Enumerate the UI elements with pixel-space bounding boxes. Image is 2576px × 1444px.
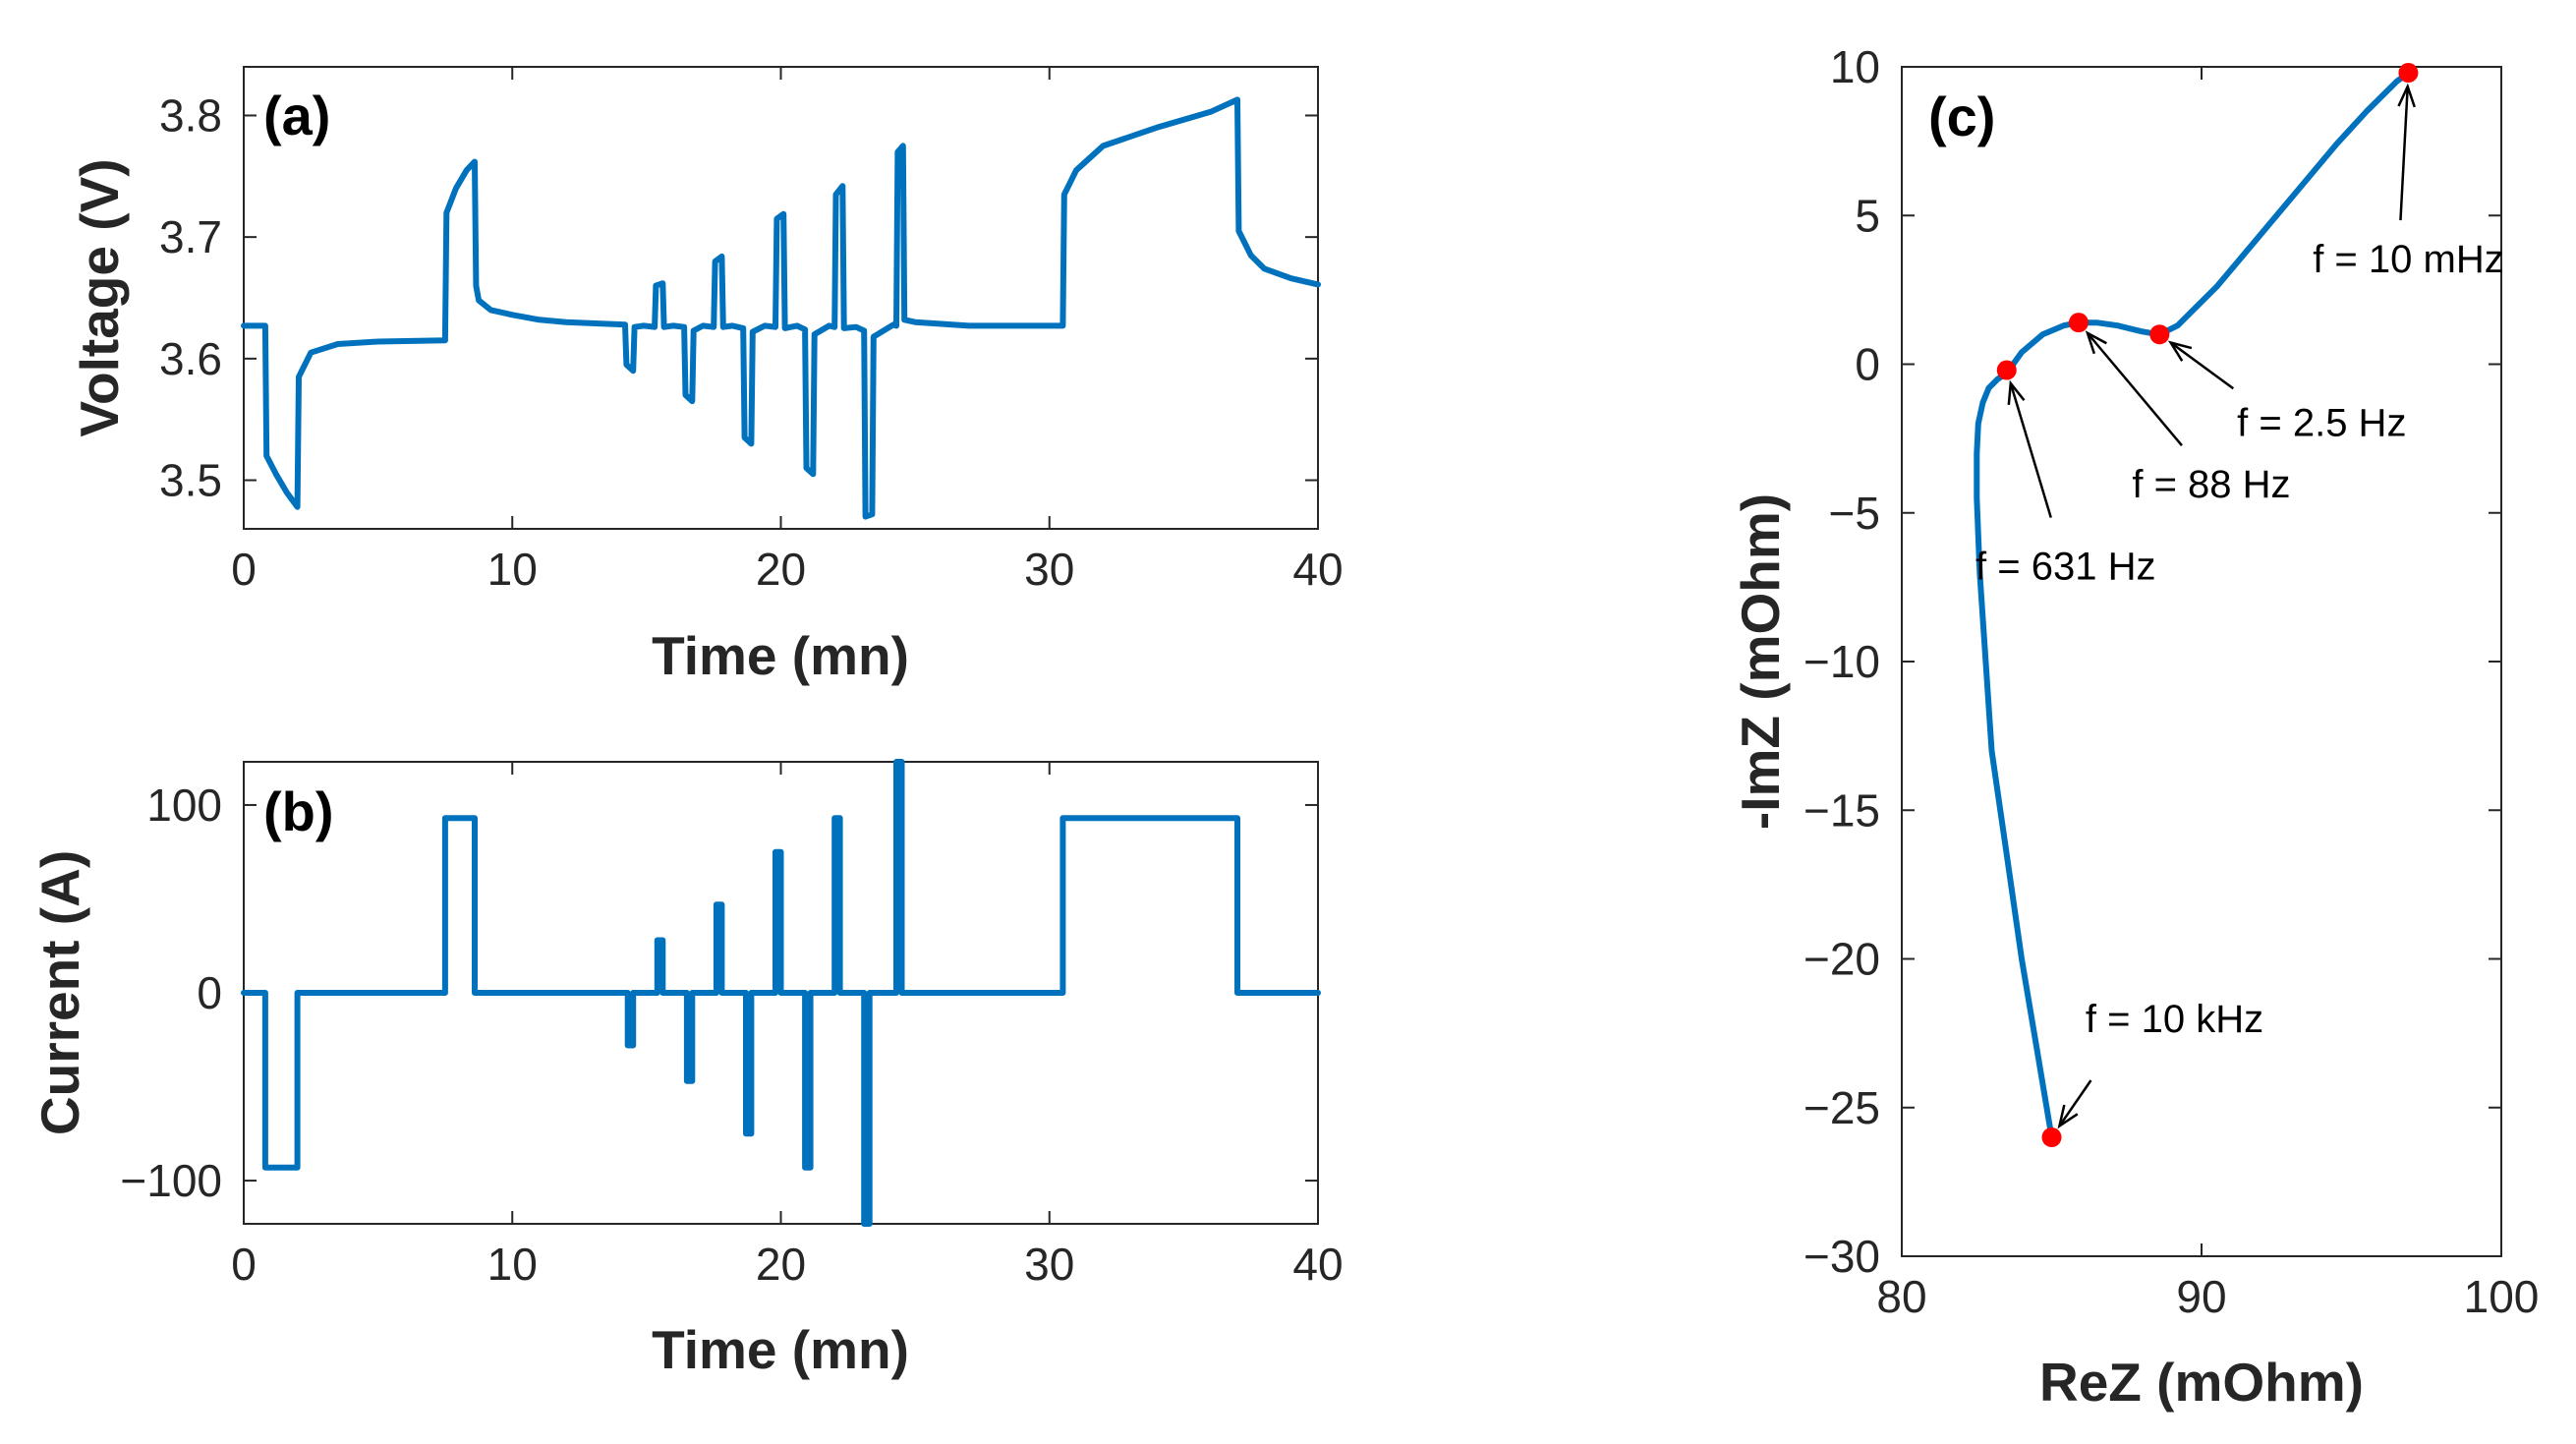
y-tick-label: 0 (197, 967, 222, 1018)
y-tick-label: 0 (1855, 339, 1880, 390)
annotation-arrow (2169, 341, 2235, 390)
y-tick-label: −30 (1803, 1231, 1880, 1282)
annotation-arrowhead (2085, 330, 2107, 355)
panel-a-ylabel: Voltage (V) (69, 158, 130, 436)
x-tick-label: 10 (487, 544, 538, 595)
x-tick-label: 0 (231, 1239, 257, 1290)
annotation-arrowhead (2397, 83, 2416, 108)
x-tick-label: 100 (2464, 1271, 2540, 1322)
panel-b-ylabel: Current (A) (29, 850, 90, 1135)
annotation-arrowhead (2057, 1104, 2079, 1129)
y-tick-label: 3.5 (159, 455, 222, 506)
x-tick-label: 80 (1876, 1271, 1926, 1322)
panel-b-xlabel: Time (mn) (652, 1319, 909, 1380)
panel-c-chart: 80 90 100 −30 −25 −20 −15 −10 −5 0 5 10 f = 10 kHz f… (1730, 41, 2539, 1413)
annotation-arrowhead (2007, 379, 2026, 405)
x-tick-label: 40 (1292, 544, 1343, 595)
y-tick-label: −5 (1829, 488, 1880, 539)
x-tick-label: 20 (756, 1239, 806, 1290)
y-tick-label: 100 (146, 780, 222, 831)
x-tick-label: 0 (231, 544, 257, 595)
frequency-annotation: f = 631 Hz (1975, 546, 2155, 589)
frequency-annotation: f = 88 Hz (2132, 463, 2290, 506)
panel-c-label: (c) (1928, 86, 1995, 147)
y-tick-label: 3.8 (159, 89, 222, 141)
x-tick-label: 40 (1292, 1239, 1343, 1290)
y-tick-label: 5 (1855, 190, 1880, 241)
impedance-series-line (1974, 70, 2412, 1140)
annotation-arrow (2399, 86, 2409, 221)
x-tick-label: 90 (2176, 1271, 2226, 1322)
panel-c-ylabel: -ImZ (mOhm) (1730, 493, 1791, 830)
voltage-series-line (241, 96, 1321, 520)
annotation-arrow (2009, 382, 2052, 518)
frequency-marker (2149, 324, 2170, 345)
frequency-annotation: f = 10 mHz (2313, 238, 2504, 281)
frequency-marker (2398, 63, 2419, 84)
x-tick-label: 30 (1024, 544, 1074, 595)
x-tick-label: 20 (756, 544, 806, 595)
y-tick-label: 3.7 (159, 211, 222, 262)
panel-a-xlabel: Time (mn) (652, 625, 909, 686)
y-tick-label: −25 (1803, 1082, 1880, 1133)
frequency-annotation: f = 2.5 Hz (2237, 401, 2406, 444)
y-tick-label: 10 (1830, 41, 1880, 92)
annotation-arrow (2086, 332, 2183, 446)
panel-a-axes (243, 66, 1319, 530)
panel-a-chart: 0 10 20 30 40 3.5 3.6 3.7 3.8 (a) Time (mn) Volt… (69, 66, 1344, 686)
y-tick-label: −100 (120, 1155, 222, 1206)
panel-a-label: (a) (263, 85, 330, 146)
y-tick-label: −20 (1803, 934, 1880, 985)
frequency-marker (2068, 313, 2089, 333)
panel-c-xlabel: ReZ (mOhm) (2039, 1352, 2364, 1413)
frequency-marker (2041, 1127, 2062, 1147)
frequency-annotation: f = 10 kHz (2086, 998, 2263, 1041)
y-tick-label: 3.6 (159, 333, 222, 384)
annotation-arrowhead (2167, 340, 2193, 362)
y-tick-label: −15 (1803, 784, 1880, 836)
frequency-marker (1996, 360, 2017, 380)
panel-b-label: (b) (263, 780, 334, 842)
current-series-line (241, 759, 1321, 1227)
y-tick-label: −10 (1803, 636, 1880, 687)
x-tick-label: 30 (1024, 1239, 1074, 1290)
annotation-arrow (2058, 1079, 2092, 1127)
x-tick-label: 10 (487, 1239, 538, 1290)
